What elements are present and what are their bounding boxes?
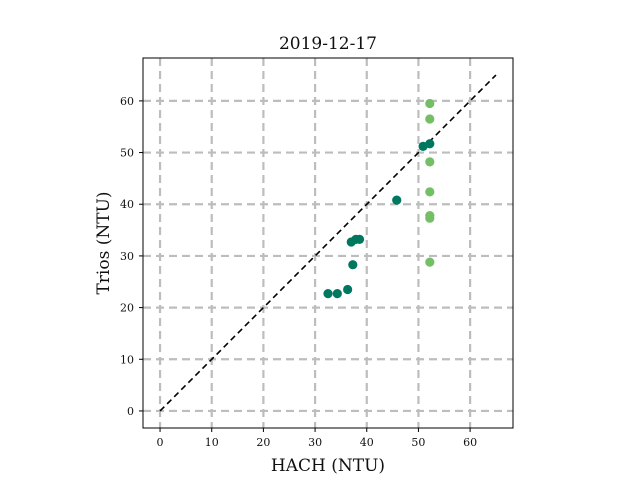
data-points — [323, 98, 435, 299]
x-tick-label: 40 — [360, 436, 374, 449]
plot-frame — [142, 57, 514, 429]
data-point — [323, 289, 333, 299]
axis-ticks: 0 10 20 30 40 50 60 0 10 20 30 40 50 60 — [120, 95, 477, 449]
y-tick-label: 0 — [127, 405, 134, 418]
data-point — [425, 114, 435, 124]
data-point — [425, 139, 435, 149]
data-point — [348, 260, 358, 270]
y-tick-label: 50 — [120, 147, 134, 160]
data-point — [425, 257, 435, 267]
data-point — [425, 157, 435, 167]
data-point — [425, 98, 435, 109]
x-axis-label: HACH (NTU) — [271, 456, 385, 476]
chart-title: 2019-12-17 — [279, 34, 377, 54]
y-tick-label: 20 — [120, 302, 134, 315]
data-point — [392, 195, 402, 205]
y-tick-label: 60 — [120, 95, 134, 108]
data-point — [332, 289, 342, 299]
x-tick-label: 20 — [256, 436, 270, 449]
data-point — [425, 187, 435, 197]
data-point — [425, 213, 435, 223]
x-tick-label: 50 — [411, 436, 425, 449]
grid-lines — [143, 58, 513, 428]
x-tick-label: 60 — [463, 436, 477, 449]
x-tick-label: 10 — [205, 436, 219, 449]
x-tick-label: 30 — [308, 436, 322, 449]
y-tick-label: 30 — [120, 250, 134, 263]
y-axis-label: Trios (NTU) — [94, 191, 114, 294]
data-point — [343, 284, 353, 295]
data-point — [354, 234, 365, 244]
identity-reference-line — [159, 74, 497, 412]
x-tick-label: 0 — [157, 436, 164, 449]
y-tick-label: 10 — [120, 353, 134, 366]
y-tick-label: 40 — [120, 198, 134, 211]
